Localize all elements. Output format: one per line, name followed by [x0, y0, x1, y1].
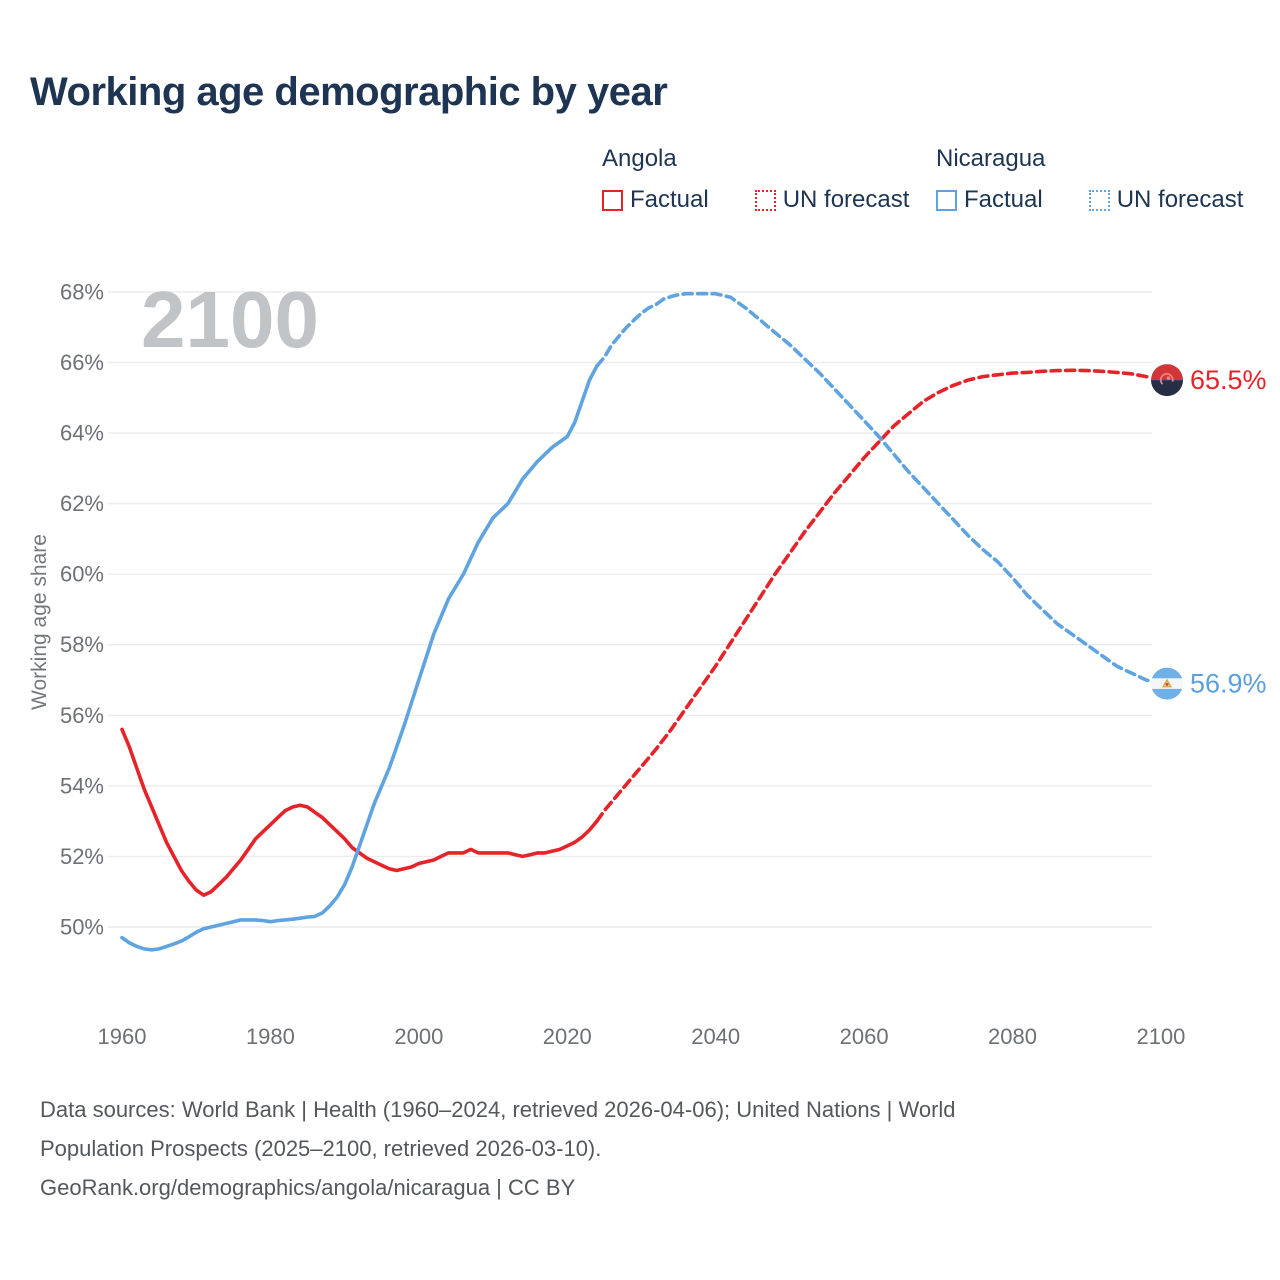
y-axis-title: Working age share [28, 534, 51, 710]
legend-group-nicaragua: Nicaragua Factual UN forecast [936, 145, 1243, 214]
y-tick-label: 58% [60, 632, 104, 657]
nicaragua-forecast-line[interactable] [595, 291, 1163, 686]
y-tick-label: 68% [60, 279, 104, 304]
x-tick-label: 2100 [1136, 1024, 1185, 1049]
legend-group-title-nicaragua: Nicaragua [936, 145, 1046, 172]
legend-item-label: Factual [964, 186, 1043, 213]
legend-item-label: UN forecast [1116, 186, 1244, 213]
legend-item-angola-forecast[interactable]: UN forecast [754, 186, 910, 214]
legend-item-label: UN forecast [782, 186, 910, 213]
nicaragua-factual-line[interactable] [120, 364, 599, 952]
angola-factual-swatch-icon [602, 189, 623, 211]
angola-forecast-swatch-icon [754, 189, 776, 211]
y-tick-label: 52% [60, 844, 104, 869]
y-tick-label: 56% [60, 703, 104, 728]
y-tick-label: 66% [60, 350, 104, 375]
legend: Angola Factual UN forecast Nicaragua Fac… [0, 145, 1280, 220]
source-attribution: Data sources: World Bank | Health (1960–… [40, 1090, 956, 1207]
angola-forecast-line[interactable] [595, 368, 1163, 823]
legend-group-title-angola: Angola [602, 145, 677, 172]
nicaragua-end-value-label: 56.9% [1190, 669, 1267, 699]
page-title: Working age demographic by year [30, 70, 668, 114]
legend-item-label: Factual [630, 186, 709, 213]
y-tick-label: 64% [60, 421, 104, 446]
x-tick-label: 2060 [840, 1024, 889, 1049]
attribution-link-line: GeoRank.org/demographics/angola/nicaragu… [40, 1175, 576, 1200]
y-tick-label: 50% [60, 915, 104, 940]
legend-group-angola: Angola Factual UN forecast [602, 145, 909, 214]
legend-item-nicaragua-forecast[interactable]: UN forecast [1088, 186, 1244, 214]
x-tick-label: 2000 [394, 1024, 443, 1049]
y-tick-label: 62% [60, 491, 104, 516]
angola-flag-icon [1149, 362, 1185, 398]
x-tick-label: 2080 [988, 1024, 1037, 1049]
legend-item-angola-factual[interactable]: Factual [602, 186, 709, 214]
x-tick-label: 1960 [98, 1024, 147, 1049]
angola-factual-line[interactable] [120, 727, 599, 897]
nicaragua-factual-swatch-icon [936, 189, 957, 211]
legend-item-nicaragua-factual[interactable]: Factual [936, 186, 1043, 214]
x-tick-label: 2040 [691, 1024, 740, 1049]
x-tick-label: 2020 [543, 1024, 592, 1049]
nicaragua-forecast-swatch-icon [1088, 189, 1110, 211]
x-tick-label: 1980 [246, 1024, 295, 1049]
y-axis-ticks: 50% 52% 54% 56% 58% 60% 62% 64% 66% 68% [60, 279, 104, 939]
y-tick-label: 54% [60, 773, 104, 798]
data-sources-line-2: Population Prospects (2025–2100, retriev… [40, 1136, 602, 1161]
data-sources-line-1: Data sources: World Bank | Health (1960–… [40, 1097, 956, 1122]
y-tick-label: 60% [60, 562, 104, 587]
gridlines [108, 291, 1152, 928]
hovered-year-watermark: 2100 [141, 275, 319, 364]
nicaragua-flag-icon [1149, 666, 1185, 702]
angola-end-value-label: 65.5% [1190, 365, 1267, 395]
x-axis-ticks: 1960 1980 2000 2020 2040 2060 2080 2100 [98, 1024, 1186, 1049]
